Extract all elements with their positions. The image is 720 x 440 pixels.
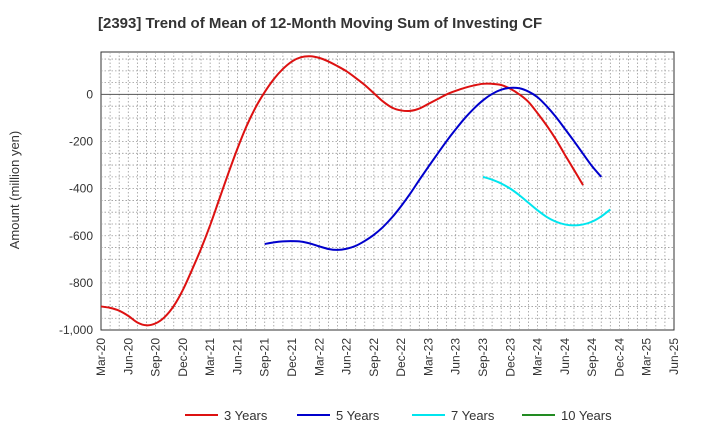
- x-tick-label: Sep-20: [149, 338, 163, 377]
- x-tick-label: Sep-21: [258, 338, 272, 377]
- x-tick-label: Dec-24: [612, 338, 626, 377]
- y-tick-label: 0: [86, 87, 93, 101]
- legend-label-10-years: 10 Years: [561, 408, 612, 423]
- x-tick-label: Dec-20: [176, 338, 190, 377]
- plot-area: [100, 51, 675, 331]
- legend-label-7-years: 7 Years: [451, 408, 495, 423]
- series-line-3-years: [100, 55, 584, 327]
- series-lines: [100, 55, 611, 327]
- y-tick-label: -1,000: [59, 323, 93, 337]
- y-tick-label: -600: [69, 229, 93, 243]
- y-tick-label: -400: [69, 182, 93, 196]
- y-axis-label: Amount (million yen): [7, 131, 22, 250]
- x-tick-label: Mar-24: [531, 338, 545, 376]
- x-tick-label: Mar-22: [312, 338, 326, 376]
- y-tick-label: -200: [69, 135, 93, 149]
- legend-label-5-years: 5 Years: [336, 408, 380, 423]
- x-tick-label: Jun-23: [449, 338, 463, 375]
- x-tick-label: Mar-21: [203, 338, 217, 376]
- series-line-7-years: [482, 175, 611, 227]
- x-tick-label: Dec-23: [503, 338, 517, 377]
- series-line-5-years: [264, 86, 602, 251]
- vertical-gridlines: [109, 52, 666, 330]
- x-tick-label: Jun-22: [340, 338, 354, 375]
- legend-label-3-years: 3 Years: [224, 408, 268, 423]
- x-tick-labels: Mar-20 Jun-20 Sep-20 Dec-20 Mar-21 Jun-21 Sep-…: [94, 338, 681, 377]
- x-tick-label: Sep-22: [367, 338, 381, 377]
- y-tick-labels: 0 -200 -400 -600 -800 -1,000: [59, 87, 93, 337]
- legend: 3 Years 5 Years 7 Years 10 Years: [185, 408, 612, 423]
- x-tick-label: Dec-21: [285, 338, 299, 377]
- x-tick-label: Jun-25: [667, 338, 681, 375]
- x-tick-label: Jun-21: [230, 338, 244, 375]
- x-tick-label: Sep-24: [585, 338, 599, 377]
- x-tick-label: Mar-20: [94, 338, 108, 376]
- x-tick-label: Sep-23: [476, 338, 490, 377]
- x-tick-label: Dec-22: [394, 338, 408, 377]
- x-tick-label: Jun-24: [558, 338, 572, 375]
- y-tick-label: -800: [69, 276, 93, 290]
- x-tick-label: Jun-20: [121, 338, 135, 375]
- x-tick-label: Mar-25: [640, 338, 654, 376]
- chart-title: [2393] Trend of Mean of 12-Month Moving …: [98, 15, 542, 32]
- x-tick-label: Mar-23: [421, 338, 435, 376]
